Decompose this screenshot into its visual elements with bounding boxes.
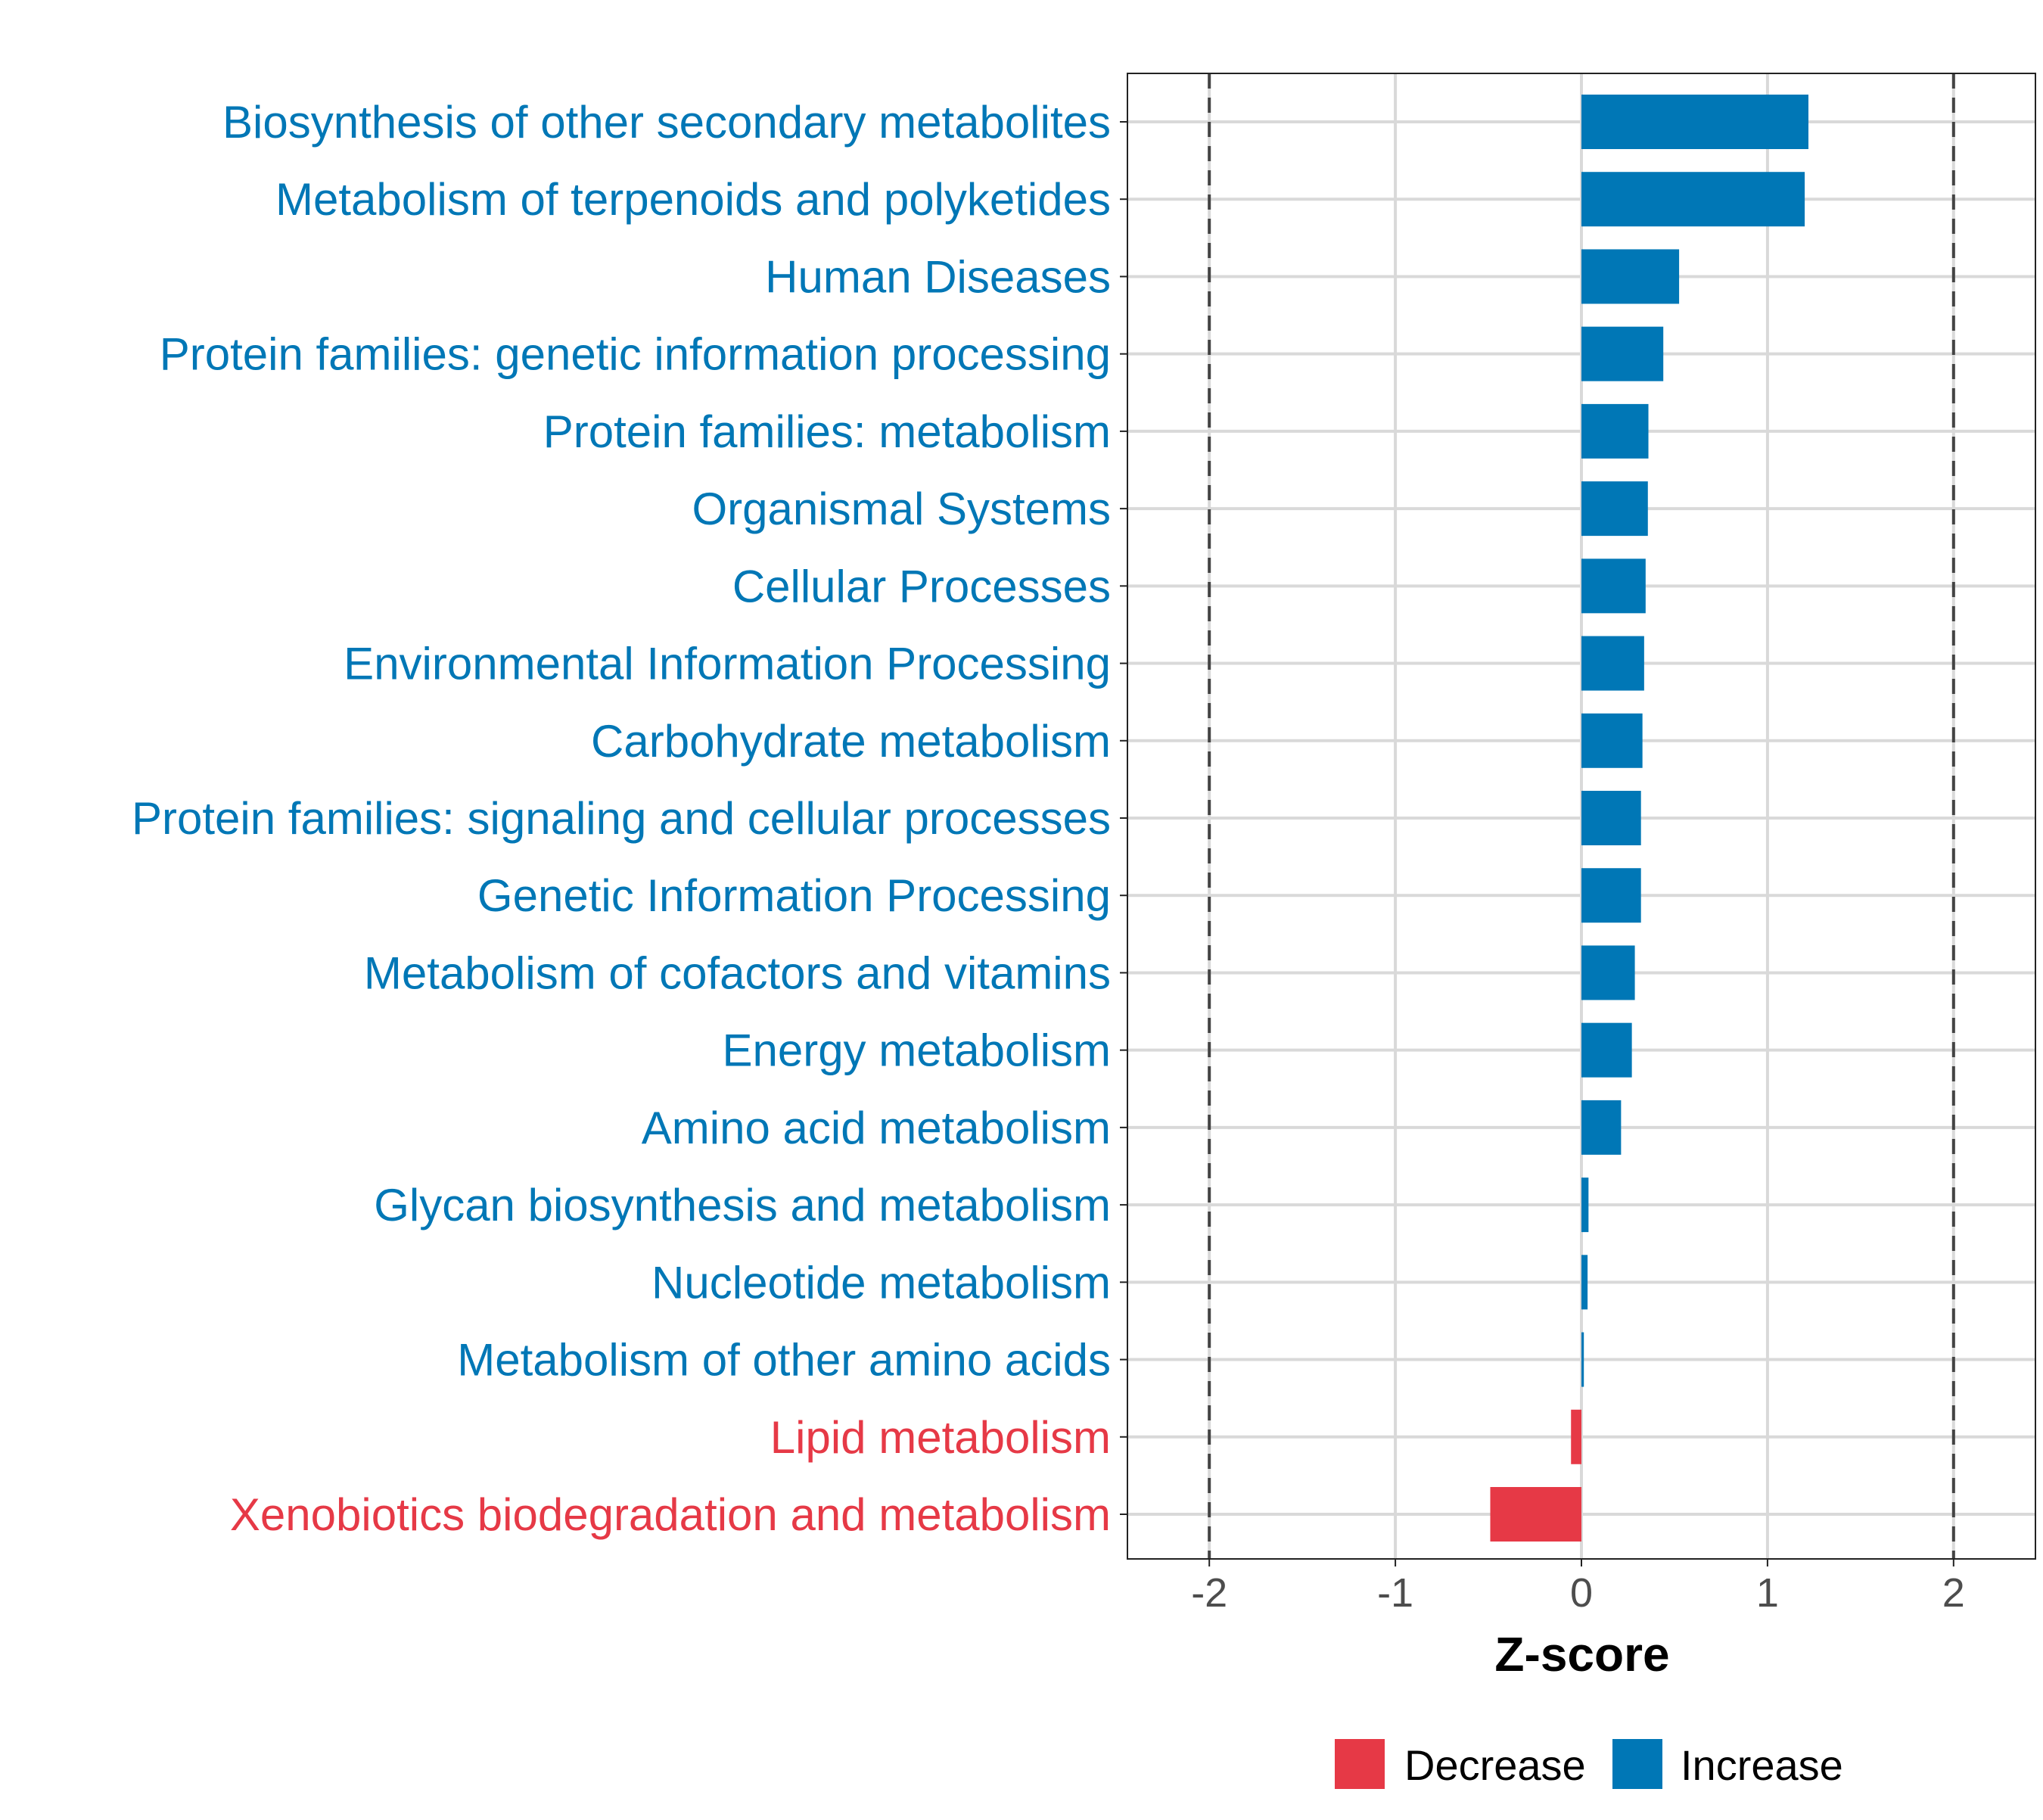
x-tick-label: -2	[1191, 1570, 1227, 1616]
bar	[1581, 172, 1805, 227]
bar	[1581, 713, 1643, 768]
reference-lines	[1208, 73, 1955, 1559]
y-tick-label: Human Diseases	[765, 251, 1111, 302]
x-tick-label: -1	[1377, 1570, 1413, 1616]
bar	[1581, 636, 1644, 691]
bar	[1581, 1022, 1632, 1078]
legend-swatch-increase	[1612, 1739, 1662, 1789]
bar	[1581, 1332, 1584, 1387]
y-tick-label: Cellular Processes	[732, 561, 1111, 611]
y-tick-label: Metabolism of terpenoids and polyketides	[275, 174, 1111, 225]
bar	[1490, 1487, 1581, 1542]
legend: Decrease Increase	[1335, 1739, 1843, 1789]
bar	[1581, 945, 1635, 1000]
y-tick-label: Nucleotide metabolism	[651, 1257, 1111, 1308]
bar	[1581, 481, 1648, 537]
x-axis-ticks: -2 -1 0 1 2	[1191, 1559, 1965, 1616]
bar	[1581, 868, 1641, 923]
legend-swatch-decrease	[1335, 1739, 1385, 1789]
bar	[1581, 326, 1664, 381]
y-axis-labels: Biosynthesis of other secondary metaboli…	[132, 97, 1127, 1540]
y-tick-label: Metabolism of cofactors and vitamins	[364, 947, 1111, 998]
x-tick-label: 1	[1756, 1570, 1779, 1616]
bar	[1581, 1100, 1622, 1155]
x-axis-title: Z-score	[1494, 1627, 1669, 1682]
y-tick-label: Organismal Systems	[692, 484, 1111, 534]
y-tick-label: Energy metabolism	[722, 1025, 1111, 1076]
y-tick-label: Genetic Information Processing	[477, 870, 1111, 921]
y-tick-label: Xenobiotics biodegradation and metabolis…	[230, 1489, 1111, 1540]
bar	[1581, 249, 1680, 304]
bar	[1581, 1255, 1588, 1310]
y-tick-label: Protein families: genetic information pr…	[160, 329, 1111, 380]
y-tick-label: Protein families: signaling and cellular…	[132, 793, 1111, 844]
bar	[1581, 791, 1641, 845]
y-tick-label: Glycan biosynthesis and metabolism	[374, 1180, 1111, 1230]
y-tick-label: Lipid metabolism	[770, 1412, 1111, 1463]
bar	[1581, 95, 1808, 149]
bar	[1571, 1409, 1581, 1464]
x-tick-label: 2	[1942, 1570, 1965, 1616]
y-tick-label: Amino acid metabolism	[642, 1103, 1111, 1153]
y-tick-label: Environmental Information Processing	[344, 639, 1111, 689]
bar	[1581, 1178, 1589, 1233]
y-tick-label: Metabolism of other amino acids	[457, 1335, 1111, 1386]
legend-label-decrease: Decrease	[1404, 1741, 1586, 1789]
y-tick-label: Biosynthesis of other secondary metaboli…	[222, 97, 1111, 148]
y-tick-label: Carbohydrate metabolism	[591, 716, 1111, 767]
x-tick-label: 0	[1570, 1570, 1593, 1616]
bar	[1581, 403, 1649, 459]
y-tick-label: Protein families: metabolism	[543, 406, 1111, 457]
legend-label-increase: Increase	[1681, 1741, 1843, 1789]
bars	[1490, 95, 1808, 1542]
bar	[1581, 558, 1646, 614]
